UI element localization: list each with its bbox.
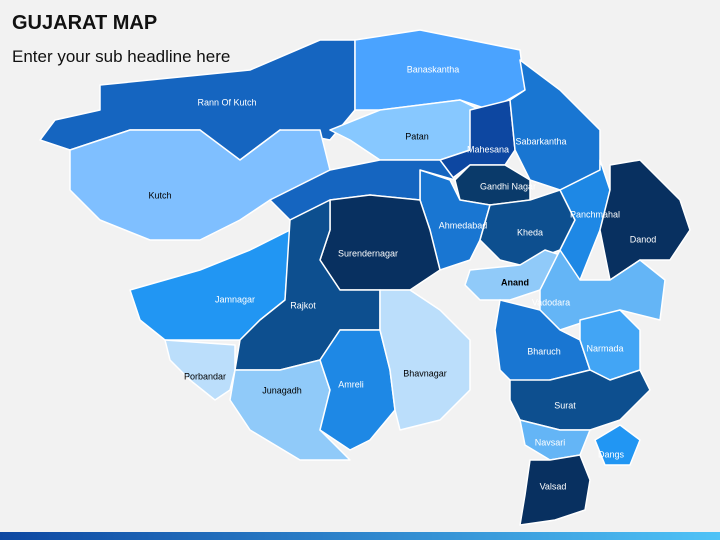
region-label: Rajkot: [290, 300, 316, 310]
region-label: Surat: [554, 400, 576, 410]
region-label: Narmada: [586, 343, 623, 353]
map: [39, 29, 691, 526]
region-label: Surendernagar: [338, 248, 398, 258]
region-label: Patan: [405, 131, 429, 141]
region-label: Bharuch: [527, 346, 561, 356]
region-label: Ahmedabad: [439, 220, 488, 230]
region-label: Kutch: [148, 190, 171, 200]
region-label: Gandhi Nagar: [480, 181, 536, 191]
district: [319, 194, 441, 291]
district: [229, 359, 351, 461]
region-label: Mahesana: [467, 144, 509, 154]
district: [594, 424, 641, 466]
region-label: Navsari: [535, 437, 566, 447]
region-label: Danod: [630, 234, 657, 244]
region-label: Valsad: [540, 481, 567, 491]
district: [379, 289, 471, 431]
region-label: Kheda: [517, 227, 543, 237]
district: [509, 59, 601, 191]
district: [164, 339, 236, 401]
labels: Rann Of Kutch Kutch Banaskantha Patan Ma…: [148, 64, 656, 491]
region-label: Jamnagar: [215, 294, 255, 304]
region-label: Amreli: [338, 379, 364, 389]
title: GUJARAT MAP: [12, 12, 157, 34]
subtitle: Enter your sub headline here: [12, 47, 230, 66]
district: [519, 454, 591, 526]
district: [319, 329, 396, 451]
footer-bar: [0, 532, 720, 540]
region-label: Banaskantha: [407, 64, 460, 74]
region-label: Rann Of Kutch: [197, 97, 256, 107]
region-label: Vadodara: [532, 297, 570, 307]
region-label: Anand: [501, 277, 529, 287]
region-label: Panchmahal: [570, 209, 620, 219]
region-label: Bhavnagar: [403, 368, 447, 378]
district: [509, 369, 651, 431]
region-label: Junagadh: [262, 385, 302, 395]
region-label: Dangs: [598, 449, 625, 459]
district: [599, 159, 691, 281]
region-label: Sabarkantha: [515, 136, 566, 146]
district: [539, 249, 666, 331]
region-label: Porbandar: [184, 371, 226, 381]
